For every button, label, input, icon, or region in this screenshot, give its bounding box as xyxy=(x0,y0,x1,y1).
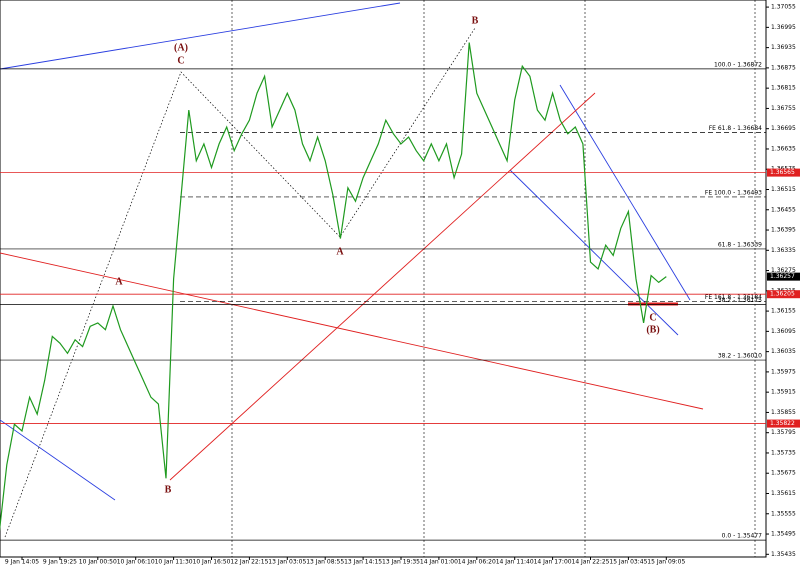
y-tick-label: 1.36335 xyxy=(771,247,796,254)
y-tick-label: 1.36095 xyxy=(771,328,796,335)
x-tick-label: 9 Jan 14:05 xyxy=(5,559,39,565)
current-price-label: 1.36257 xyxy=(770,273,795,280)
price-box xyxy=(767,419,800,428)
level-label: 100.0 - 1.36872 xyxy=(714,61,762,68)
y-tick-label: 1.35495 xyxy=(771,531,796,538)
level-label: FE 161.8 - 1.36184 xyxy=(705,294,762,301)
wave-label: A xyxy=(336,246,344,257)
price-line-series xyxy=(0,42,667,532)
price-box-label: 1.35822 xyxy=(770,420,795,427)
y-tick-label: 1.36875 xyxy=(771,64,796,71)
y-tick-label: 1.36695 xyxy=(771,125,796,132)
wave-label: C xyxy=(177,55,184,66)
y-tick-label: 1.36755 xyxy=(771,105,796,112)
y-tick-label: 1.35795 xyxy=(771,429,796,436)
y-tick-label: 1.35555 xyxy=(771,510,796,517)
y-tick-label: 1.36635 xyxy=(771,145,796,152)
y-tick-label: 1.35855 xyxy=(771,409,796,416)
price-box-label: 1.36565 xyxy=(770,169,795,176)
x-tick-label: 14 Jan 06:20 xyxy=(458,559,496,565)
y-tick-label: 1.36155 xyxy=(771,308,796,315)
y-tick-label: 1.35675 xyxy=(771,470,796,477)
wave-label: (B) xyxy=(646,324,659,335)
level-label: 0.0 - 1.35477 xyxy=(722,533,763,540)
wave-label: B xyxy=(165,484,172,495)
y-tick-label: 1.35615 xyxy=(771,490,796,497)
plot-frame xyxy=(0,0,767,558)
x-tick-label: 15 Jan 09:05 xyxy=(647,559,685,565)
wave-label: A xyxy=(115,276,123,287)
x-tick-label: 14 Jan 01:00 xyxy=(420,559,458,565)
wave-label: B xyxy=(472,15,479,26)
x-tick-label: 10 Jan 11:30 xyxy=(155,559,193,565)
y-tick-label: 1.36275 xyxy=(771,267,796,274)
x-tick-label: 14 Jan 11:40 xyxy=(496,559,534,565)
x-tick-label: 15 Jan 03:45 xyxy=(609,559,647,565)
y-tick-label: 1.36395 xyxy=(771,227,796,234)
x-tick-label: 12 Jan 22:15 xyxy=(230,559,268,565)
level-label: 38.2 - 1.36010 xyxy=(718,353,762,360)
y-tick-label: 1.36035 xyxy=(771,348,796,355)
y-tick-label: 1.36995 xyxy=(771,24,796,31)
x-tick-label: 13 Jan 03:05 xyxy=(268,559,306,565)
y-tick-label: 1.36815 xyxy=(771,85,796,92)
current-price-box xyxy=(767,272,800,281)
x-tick-label: 14 Jan 17:00 xyxy=(534,559,572,565)
x-tick-label: 10 Jan 00:50 xyxy=(79,559,117,565)
x-tick-label: 14 Jan 22:25 xyxy=(572,559,610,565)
level-label: FE 61.8 - 1.36684 xyxy=(709,125,762,132)
x-tick-label: 9 Jan 19:25 xyxy=(43,559,77,565)
wave-label: C xyxy=(649,312,656,323)
wave-label: (A) xyxy=(174,42,188,53)
y-tick-label: 1.35975 xyxy=(771,368,796,375)
y-tick-label: 1.37055 xyxy=(771,4,796,11)
x-tick-label: 10 Jan 06:10 xyxy=(117,559,155,565)
level-label: 38.2 - 1.36175 xyxy=(718,297,762,304)
level-label: FE 100.0 - 1.36493 xyxy=(705,189,762,196)
price-box xyxy=(767,290,800,299)
y-tick-label: 1.35915 xyxy=(771,389,796,396)
price-box xyxy=(767,168,800,177)
y-tick-label: 1.36455 xyxy=(771,206,796,213)
day-separators xyxy=(231,0,756,557)
y-tick-label: 1.36935 xyxy=(771,44,796,51)
x-tick-label: 13 Jan 19:35 xyxy=(382,559,420,565)
y-tick-label: 1.35435 xyxy=(771,551,796,558)
x-tick-label: 13 Jan 14:15 xyxy=(344,559,382,565)
level-label: 61.8 - 1.36339 xyxy=(718,241,762,248)
x-tick-label: 13 Jan 08:55 xyxy=(306,559,344,565)
y-tick-label: 1.35735 xyxy=(771,449,796,456)
y-tick-label: 1.36515 xyxy=(771,186,796,193)
price-box-label: 1.36205 xyxy=(770,291,795,298)
x-tick-label: 10 Jan 16:50 xyxy=(193,559,231,565)
